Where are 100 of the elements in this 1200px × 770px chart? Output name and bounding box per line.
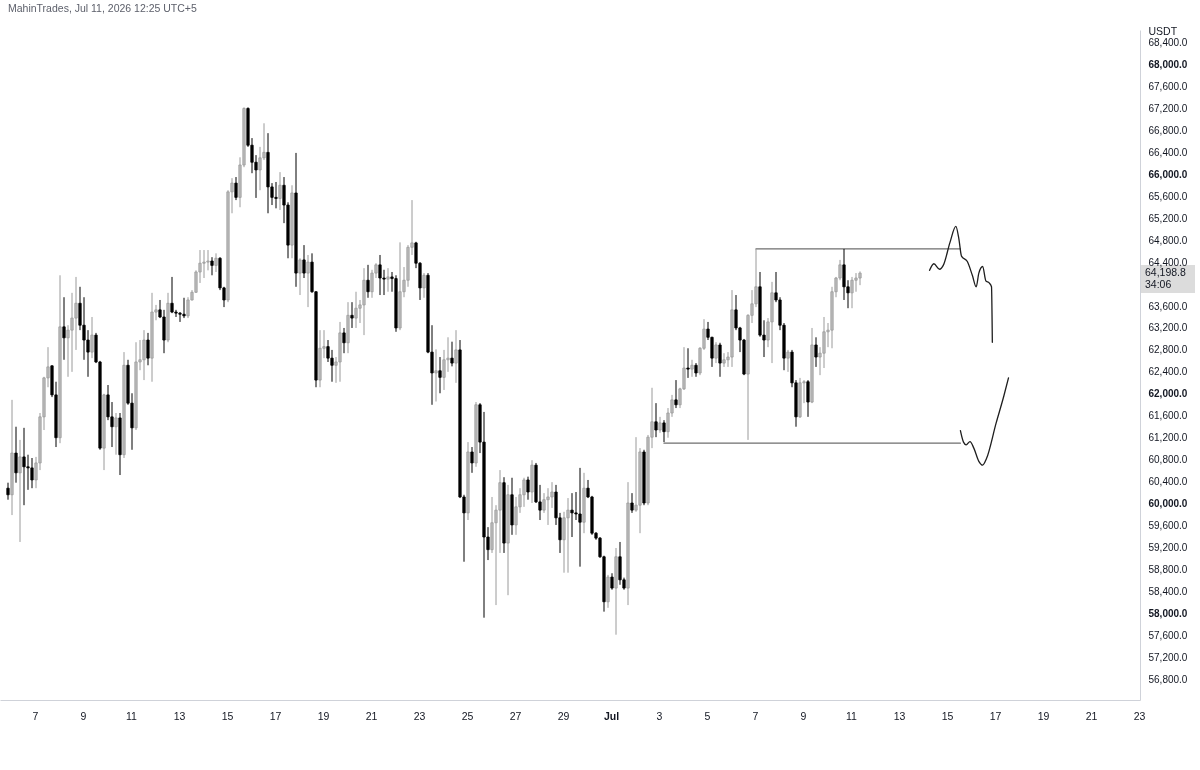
candlestick [650,387,654,449]
x-tick-label: 25 [461,709,474,722]
candlestick [626,481,630,606]
candlestick [350,301,354,329]
candlestick [802,379,806,404]
candlestick [150,292,154,383]
candlestick [678,387,682,409]
candlestick [770,281,774,364]
candlestick [570,492,574,538]
candlestick [514,496,518,536]
candlestick [318,329,322,388]
text: MahinTrades, Jul 11, 2026 12:25 UTC+5 [8,2,197,14]
candlestick [322,329,326,359]
candlestick [242,106,246,168]
x-tick-label: 29 [557,709,570,722]
x-tick-label: 3 [656,709,663,722]
candlestick [658,416,662,434]
candlestick [562,511,566,574]
candlestick [198,249,202,284]
y-tick-label: 57,200.0 [1148,651,1188,663]
candlestick [470,446,474,474]
candlestick [334,356,338,384]
y-tick-label: 67,200.0 [1148,102,1188,114]
candlestick [450,341,454,367]
candlestick [146,332,150,366]
y-tick-label: 66,400.0 [1148,146,1188,158]
x-tick-label: 9 [800,709,807,722]
candlestick [830,286,834,349]
candlestick [506,484,510,596]
candlestick [226,189,230,303]
candlestick [18,439,22,543]
y-axis-title: USDT [1148,24,1178,37]
candlestick [74,276,78,351]
y-tick-label: 60,400.0 [1148,476,1188,488]
candlestick [70,292,74,373]
candlestick [662,419,666,443]
candlestick [818,346,822,376]
candlestick [362,267,366,336]
candlestick [166,292,170,343]
candlestick [230,177,234,214]
candlestick [646,434,650,506]
candlestick [122,351,126,459]
candlestick [406,244,410,288]
candlestick [90,316,94,359]
candlestick [262,122,266,161]
x-tick-label: 11 [126,709,138,722]
candlestick [102,393,106,471]
candlestick [638,447,642,534]
candlestick [238,156,242,208]
candlestick [682,346,686,391]
candlestick [438,356,442,394]
candlestick [522,477,526,508]
y-tick-label: 67,600.0 [1148,81,1188,93]
candlestick [46,346,50,388]
y-tick-label: 65,200.0 [1148,212,1188,224]
candlestick [798,377,802,419]
candlestick [374,262,378,279]
candlestick [210,256,214,276]
candlestick [338,321,342,383]
candlestick [62,296,66,361]
candlestick [630,492,634,514]
candlestick [434,348,438,402]
candlestick [618,541,622,586]
candlestick [386,267,390,293]
candlestick [474,401,478,468]
candlestick [858,270,862,286]
candlestick [302,244,306,279]
candlestick [670,394,674,418]
y-tick-label: 66,800.0 [1148,124,1188,136]
y-tick-label: 58,400.0 [1148,585,1188,597]
candlestick [58,274,62,444]
candlestick [10,399,14,516]
candlestick [162,309,166,354]
candlestick [422,272,426,299]
candlestick [354,291,358,329]
x-tick-label: 21 [1085,709,1098,722]
candlestick [606,574,610,609]
candlestick [442,349,446,391]
candlestick [274,181,278,209]
candlestick [750,289,754,324]
candlestick [366,264,370,299]
candlestick [690,359,694,378]
y-tick-label: 56,800.0 [1148,673,1188,685]
candlestick [746,313,750,441]
candlestick [726,351,730,368]
x-tick-label: 19 [317,709,330,722]
candlestick [826,322,830,348]
y-tick-label: 62,000.0 [1148,388,1188,400]
candlestick [358,299,362,324]
x-tick-label: 13 [893,709,906,722]
y-tick-label: 59,200.0 [1148,541,1188,553]
candlestick [786,349,790,373]
y-tick-label: 63,600.0 [1148,300,1188,312]
candlestick [834,276,838,298]
candlestick [346,301,350,354]
candlestick [722,352,726,368]
candlestick [674,379,678,409]
candlestick [66,324,70,378]
y-tick-label: 59,600.0 [1148,520,1188,531]
candlestick [454,329,458,384]
